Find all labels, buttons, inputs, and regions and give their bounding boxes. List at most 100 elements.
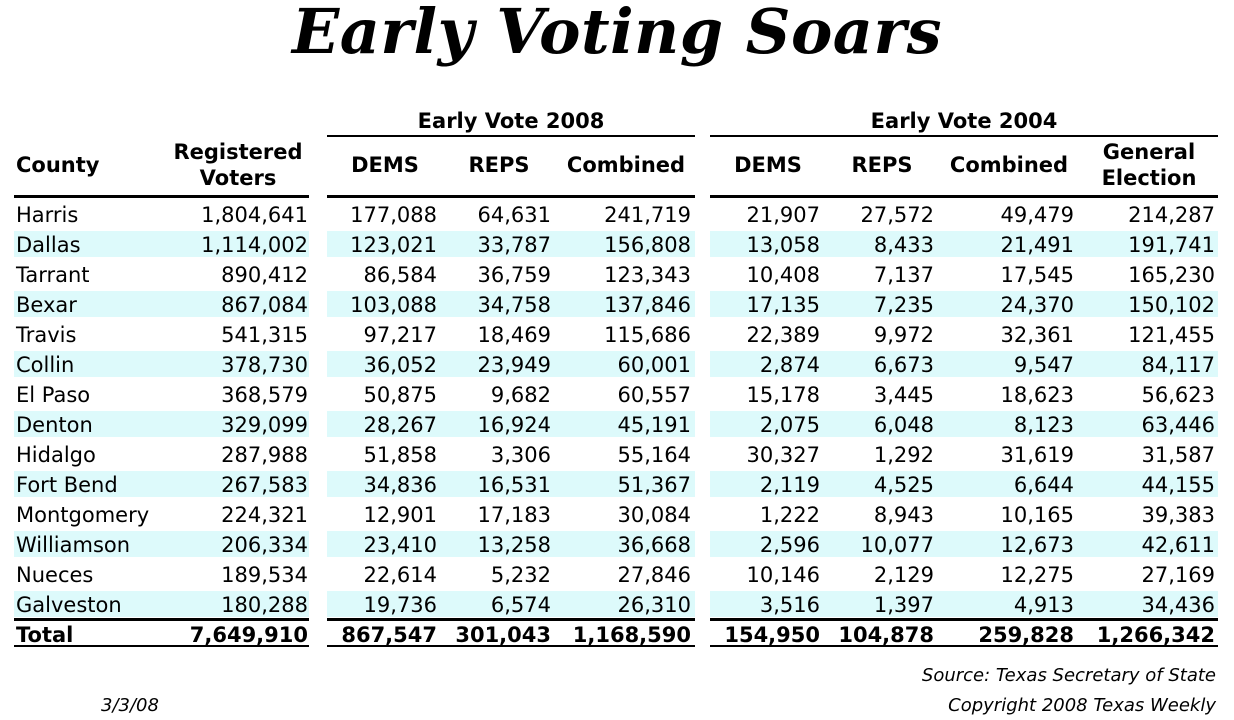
cell-county: Hidalgo bbox=[16, 443, 96, 467]
cell-registered-voters: 267,583 bbox=[221, 473, 308, 497]
cell-combined-2008: 30,084 bbox=[617, 503, 691, 527]
header-rule-2008 bbox=[327, 195, 695, 198]
cell-combined-2004: 24,370 bbox=[1000, 293, 1074, 317]
cell-county: Fort Bend bbox=[16, 473, 118, 497]
bottom-rule-left bbox=[14, 645, 309, 647]
total-reps-2008: 301,043 bbox=[455, 623, 551, 647]
cell-reps-2004: 6,048 bbox=[873, 413, 934, 437]
cell-reps-2004: 10,077 bbox=[860, 533, 934, 557]
cell-registered-voters: 206,334 bbox=[221, 533, 308, 557]
page-title: Early Voting Soars bbox=[291, 0, 943, 68]
table-row: Bexar 867,084 103,088 34,758 137,846 17,135 7,… bbox=[0, 289, 1234, 319]
cell-reps-2004: 2,129 bbox=[873, 563, 934, 587]
table-row: Hidalgo 287,988 51,858 3,306 55,164 30,327 1,2… bbox=[0, 439, 1234, 469]
cell-registered-voters: 180,288 bbox=[221, 593, 308, 617]
cell-reps-2004: 7,137 bbox=[873, 263, 934, 287]
total-combined-2004: 259,828 bbox=[978, 623, 1074, 647]
cell-registered-voters: 867,084 bbox=[221, 293, 308, 317]
row-stripe bbox=[14, 411, 309, 437]
cell-dems-2004: 15,178 bbox=[746, 383, 820, 407]
cell-dems-2008: 28,267 bbox=[363, 413, 437, 437]
cell-county: Harris bbox=[16, 203, 79, 227]
cell-dems-2004: 21,907 bbox=[746, 203, 820, 227]
row-stripe bbox=[710, 411, 1218, 437]
cell-dems-2004: 22,389 bbox=[746, 323, 820, 347]
table-row: Dallas 1,114,002 123,021 33,787 156,808 13,05… bbox=[0, 229, 1234, 259]
cell-reps-2008: 17,183 bbox=[477, 503, 551, 527]
cell-dems-2008: 103,088 bbox=[350, 293, 437, 317]
cell-dems-2008: 86,584 bbox=[363, 263, 437, 287]
cell-combined-2008: 156,808 bbox=[604, 233, 691, 257]
header-rule-2004 bbox=[710, 195, 1218, 198]
cell-general-election: 121,455 bbox=[1128, 323, 1215, 347]
row-stripe bbox=[327, 351, 695, 377]
group-header-2004: Early Vote 2004 bbox=[710, 107, 1218, 137]
cell-county: Denton bbox=[16, 413, 93, 437]
cell-county: Montgomery bbox=[16, 503, 150, 527]
cell-combined-2008: 36,668 bbox=[617, 533, 691, 557]
table-row: El Paso 368,579 50,875 9,682 60,557 15,178 3,4… bbox=[0, 379, 1234, 409]
cell-general-election: 84,117 bbox=[1141, 353, 1215, 377]
row-stripe bbox=[710, 351, 1218, 377]
row-stripe bbox=[327, 231, 695, 257]
cell-combined-2008: 60,557 bbox=[617, 383, 691, 407]
cell-reps-2008: 6,574 bbox=[490, 593, 551, 617]
cell-county: El Paso bbox=[16, 383, 91, 407]
cell-reps-2008: 9,682 bbox=[490, 383, 551, 407]
cell-reps-2008: 36,759 bbox=[477, 263, 551, 287]
table-row: Collin 378,730 36,052 23,949 60,001 2,874 6,67… bbox=[0, 349, 1234, 379]
cell-general-election: 214,287 bbox=[1128, 203, 1215, 227]
row-stripe bbox=[710, 471, 1218, 497]
copyright-note: Copyright 2008 Texas Weekly bbox=[948, 695, 1216, 716]
cell-combined-2008: 27,846 bbox=[617, 563, 691, 587]
cell-reps-2008: 34,758 bbox=[477, 293, 551, 317]
cell-reps-2008: 33,787 bbox=[477, 233, 551, 257]
column-header-combined-2008: Combined bbox=[566, 153, 686, 177]
cell-dems-2004: 2,874 bbox=[759, 353, 820, 377]
cell-combined-2008: 123,343 bbox=[604, 263, 691, 287]
cell-registered-voters: 1,804,641 bbox=[201, 203, 308, 227]
cell-county: Nueces bbox=[16, 563, 94, 587]
cell-county: Galveston bbox=[16, 593, 122, 617]
cell-reps-2004: 8,943 bbox=[873, 503, 934, 527]
column-header-reps-2004: REPS bbox=[851, 153, 913, 177]
cell-combined-2004: 6,644 bbox=[1013, 473, 1074, 497]
cell-general-election: 56,623 bbox=[1141, 383, 1215, 407]
table-row: Denton 329,099 28,267 16,924 45,191 2,075 6,04… bbox=[0, 409, 1234, 439]
cell-general-election: 191,741 bbox=[1128, 233, 1215, 257]
cell-registered-voters: 189,534 bbox=[221, 563, 308, 587]
row-stripe bbox=[327, 591, 695, 617]
cell-dems-2008: 123,021 bbox=[350, 233, 437, 257]
cell-reps-2004: 7,235 bbox=[873, 293, 934, 317]
cell-reps-2004: 6,673 bbox=[873, 353, 934, 377]
table-row: Fort Bend 267,583 34,836 16,531 51,367 2,119 4… bbox=[0, 469, 1234, 499]
cell-dems-2008: 22,614 bbox=[363, 563, 437, 587]
table-row: Nueces 189,534 22,614 5,232 27,846 10,146 2,12… bbox=[0, 559, 1234, 589]
cell-reps-2008: 5,232 bbox=[490, 563, 551, 587]
cell-dems-2008: 23,410 bbox=[363, 533, 437, 557]
cell-combined-2004: 31,619 bbox=[1000, 443, 1074, 467]
cell-dems-2004: 1,222 bbox=[759, 503, 820, 527]
total-dems-2004: 154,950 bbox=[724, 623, 820, 647]
cell-dems-2004: 2,119 bbox=[759, 473, 820, 497]
cell-dems-2008: 97,217 bbox=[363, 323, 437, 347]
cell-general-election: 27,169 bbox=[1141, 563, 1215, 587]
column-header-general-election: General Election bbox=[1101, 140, 1197, 190]
cell-combined-2004: 12,275 bbox=[1000, 563, 1074, 587]
cell-combined-2008: 241,719 bbox=[604, 203, 691, 227]
cell-general-election: 39,383 bbox=[1141, 503, 1215, 527]
cell-general-election: 42,611 bbox=[1141, 533, 1215, 557]
cell-reps-2004: 9,972 bbox=[873, 323, 934, 347]
cell-combined-2004: 18,623 bbox=[1000, 383, 1074, 407]
total-rule-2004 bbox=[710, 618, 1218, 621]
row-stripe bbox=[710, 531, 1218, 557]
cell-reps-2004: 8,433 bbox=[873, 233, 934, 257]
cell-reps-2008: 64,631 bbox=[477, 203, 551, 227]
cell-registered-voters: 378,730 bbox=[221, 353, 308, 377]
cell-reps-2008: 3,306 bbox=[490, 443, 551, 467]
column-header-dems-2004: DEMS bbox=[734, 153, 802, 177]
cell-dems-2008: 50,875 bbox=[363, 383, 437, 407]
cell-county: Tarrant bbox=[16, 263, 90, 287]
cell-county: Williamson bbox=[16, 533, 131, 557]
table-row: Travis 541,315 97,217 18,469 115,686 22,389 9,… bbox=[0, 319, 1234, 349]
